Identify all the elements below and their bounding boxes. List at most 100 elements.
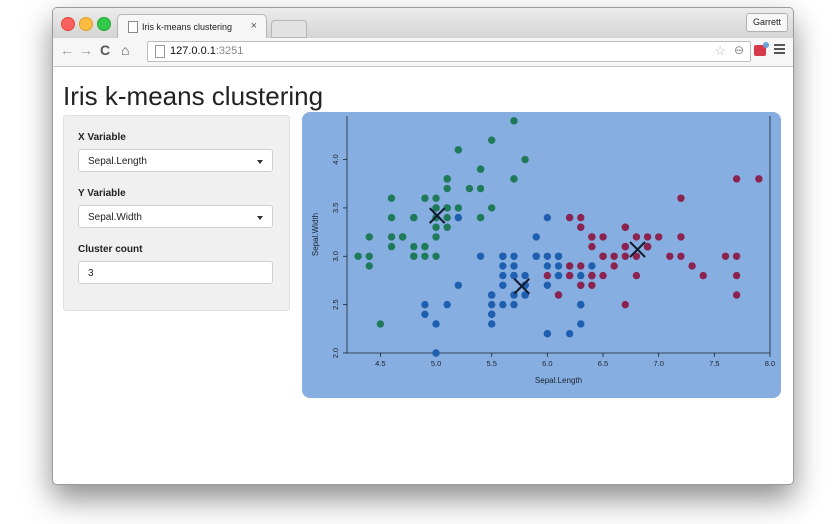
data-point — [432, 223, 440, 231]
data-point — [732, 271, 741, 280]
data-point — [654, 233, 663, 241]
close-tab-icon[interactable]: × — [250, 20, 257, 32]
data-point — [454, 146, 463, 154]
data-point — [577, 320, 585, 328]
data-point — [510, 262, 518, 270]
data-point — [532, 233, 540, 241]
browser-tab[interactable]: Iris k-means clustering × — [117, 14, 267, 39]
data-point — [521, 291, 529, 299]
close-window-button[interactable] — [61, 17, 75, 31]
data-point — [499, 262, 507, 270]
axes — [343, 116, 771, 357]
url-text: 127.0.0.1:3251 — [170, 45, 243, 57]
data-point — [443, 175, 451, 183]
profile-button[interactable]: Garrett — [745, 13, 788, 32]
data-point — [499, 271, 507, 280]
data-point — [476, 184, 485, 193]
data-point — [721, 252, 730, 260]
back-arrow-icon[interactable]: ← — [60, 42, 74, 58]
data-point — [521, 271, 529, 280]
x-variable-label: X Variable — [78, 132, 126, 143]
address-bar[interactable]: 127.0.0.1:3251 ☆ ⊖ — [147, 41, 751, 62]
data-point — [510, 117, 518, 125]
data-point — [755, 175, 763, 183]
x-tick-label: 8.0 — [765, 359, 775, 368]
data-point — [465, 184, 474, 193]
y-tick-label: 2.5 — [331, 299, 340, 309]
data-point — [532, 252, 540, 260]
data-point — [421, 252, 429, 260]
cluster-count-input[interactable]: 3 — [78, 261, 273, 284]
data-point — [387, 242, 396, 251]
kmeans-scatter-plot: 4.5 5.0 5.5 6.0 6.5 7.0 7.5 8.0 2.0 2.5 3.0 3.5 4.0 S… — [311, 116, 775, 385]
data-point — [499, 281, 507, 289]
y-variable-value: Sepal.Width — [88, 212, 142, 223]
data-point — [488, 320, 496, 328]
menu-icon[interactable] — [774, 44, 785, 56]
forward-arrow-icon[interactable]: → — [79, 42, 93, 58]
y-variable-select[interactable]: Sepal.Width — [78, 205, 273, 228]
plot-frame — [346, 116, 771, 354]
data-point — [732, 252, 741, 260]
data-point — [510, 175, 518, 183]
minimize-window-button[interactable] — [79, 17, 93, 31]
plot-panel: 4.5 5.0 5.5 6.0 6.5 7.0 7.5 8.0 2.0 2.5 3.0 3.5 4.0 S… — [302, 112, 781, 398]
data-point — [554, 271, 563, 280]
data-point — [510, 271, 518, 280]
data-point — [354, 252, 362, 260]
reload-icon[interactable]: C — [100, 42, 111, 58]
data-point — [543, 262, 552, 270]
data-point — [599, 233, 607, 241]
data-point — [577, 271, 585, 280]
y-tick-label: 4.0 — [331, 154, 340, 164]
data-point — [666, 252, 674, 260]
data-point — [488, 291, 496, 299]
data-point — [454, 213, 463, 222]
data-point — [632, 271, 641, 280]
maximize-window-button[interactable] — [97, 17, 111, 31]
data-point — [421, 242, 429, 251]
y-axis-label: Sepal.Width — [311, 213, 320, 256]
data-point — [398, 233, 407, 241]
data-point — [443, 300, 451, 309]
data-point — [488, 300, 496, 309]
data-point — [565, 329, 574, 338]
page-content: Iris k-means clustering X Variable Sepal… — [53, 67, 793, 484]
center-marker — [513, 278, 530, 295]
data-point — [588, 242, 596, 251]
data-point — [643, 233, 652, 241]
data-point — [421, 310, 429, 319]
data-point — [387, 213, 396, 222]
y-tick-label: 3.0 — [331, 251, 340, 261]
data-point — [621, 223, 629, 231]
url-host: 127.0.0.1 — [170, 45, 216, 57]
data-point — [387, 233, 396, 241]
url-port: :3251 — [215, 45, 244, 57]
zoom-icon[interactable]: ⊖ — [733, 43, 744, 57]
new-tab-button[interactable] — [271, 20, 307, 38]
home-icon[interactable]: ⌂ — [121, 42, 130, 58]
data-point — [443, 223, 451, 231]
bookmark-star-icon[interactable]: ☆ — [714, 43, 726, 58]
sidebar-panel: X Variable Sepal.Length Y Variable Sepal… — [63, 115, 290, 311]
data-point — [577, 281, 585, 289]
extension-icon[interactable] — [754, 42, 769, 56]
data-point — [543, 252, 552, 260]
data-point — [521, 155, 529, 164]
data-point — [387, 194, 396, 202]
y-tick-label: 3.5 — [331, 203, 340, 213]
data-point — [476, 213, 485, 222]
x-variable-select[interactable]: Sepal.Length — [78, 149, 273, 172]
data-point — [565, 271, 574, 280]
data-point — [732, 291, 741, 299]
data-point — [443, 213, 451, 222]
y-tick-label: 2.0 — [331, 348, 340, 358]
data-point — [588, 271, 596, 280]
cluster-2-points — [421, 213, 596, 357]
cluster-center-1 — [428, 207, 446, 224]
cluster-center-3 — [629, 241, 646, 258]
center-marker — [629, 241, 646, 258]
x-tick-label: 5.5 — [486, 359, 496, 368]
browser-toolbar: ← → C ⌂ 127.0.0.1:3251 ☆ ⊖ — [53, 38, 793, 67]
data-point — [577, 223, 585, 231]
